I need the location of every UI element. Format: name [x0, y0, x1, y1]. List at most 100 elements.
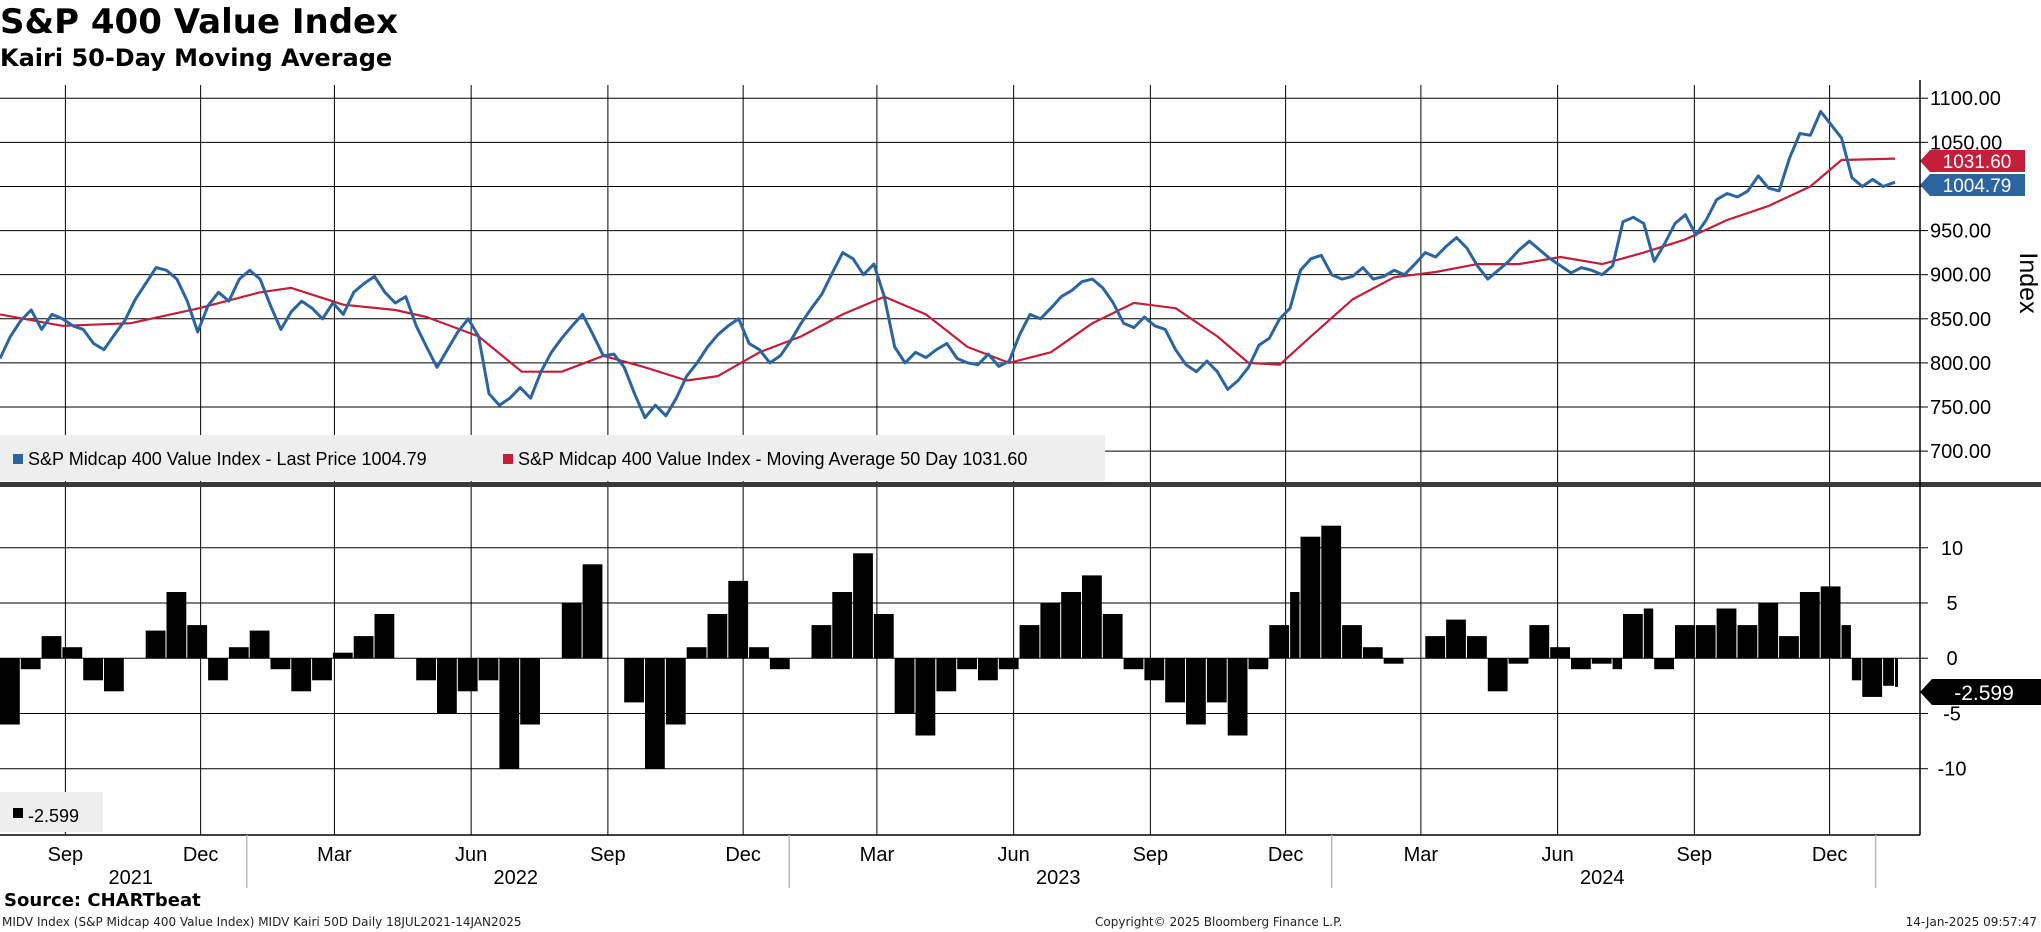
kairi-bar — [978, 658, 998, 681]
kairi-bar — [187, 625, 208, 659]
kairi-bar — [1550, 647, 1570, 659]
kairi-bar — [1019, 625, 1040, 659]
x-tick-label: Dec — [183, 844, 219, 866]
kairi-bar — [1446, 619, 1466, 659]
kairi-bar — [686, 647, 707, 659]
price-y-tick-label: 1100.00 — [1930, 88, 2001, 110]
price-last-label: 1031.60 — [1920, 150, 2025, 173]
kairi-last-value: -2.599 — [1954, 682, 2014, 705]
kairi-bar — [499, 658, 520, 769]
kairi-bar — [437, 658, 457, 714]
kairi-bar — [1383, 658, 1404, 664]
legend-item-kairi: -2.599 — [28, 806, 79, 826]
kairi-y-tick-label: -10 — [1938, 759, 1967, 781]
kairi-bar — [1248, 658, 1269, 670]
source-note: Source: CHARTbeat — [4, 890, 201, 911]
x-tick-label: Dec — [1268, 844, 1304, 866]
kairi-bar — [1425, 636, 1446, 659]
x-tick-label: Sep — [1133, 844, 1169, 866]
timestamp: 14-Jan-2025 09:57:47 — [1905, 915, 2037, 929]
x-tick-label: Sep — [590, 844, 626, 866]
kairi-bar — [83, 658, 103, 681]
kairi-bar — [624, 658, 644, 703]
chart-title: S&P 400 Value Index — [0, 2, 399, 42]
price-y-tick-label: 700.00 — [1930, 441, 1991, 463]
price-y-tick-label: 750.00 — [1930, 397, 1991, 419]
price-panel: 700.00750.00800.00850.00900.00950.001000… — [0, 85, 2041, 482]
kairi-bar — [1102, 614, 1123, 659]
kairi-bar — [166, 592, 187, 659]
price-y-tick-label: 1050.00 — [1930, 132, 2002, 154]
kairi-bar — [1591, 658, 1612, 664]
kairi-bar — [1799, 592, 1820, 659]
price-legend: S&P Midcap 400 Value Index - Last Price … — [0, 435, 1105, 481]
x-tick-label: Mar — [860, 844, 895, 866]
kairi-bar — [1144, 658, 1165, 681]
kairi-bar — [728, 580, 749, 659]
kairi-bar — [1269, 625, 1290, 659]
x-year-label: 2022 — [493, 867, 538, 889]
kairi-bar — [873, 614, 894, 659]
price-lines — [0, 110, 1896, 420]
kairi-bar — [1061, 592, 1081, 659]
kairi-bar — [1362, 647, 1383, 659]
price-y-axis: 700.00750.00800.00850.00900.00950.001000… — [1920, 88, 2002, 463]
kairi-bar — [1643, 608, 1654, 659]
kairi-bar — [457, 658, 478, 692]
x-tick-label: Dec — [725, 844, 761, 866]
kairi-bar — [1612, 658, 1622, 670]
legend-swatch-price — [13, 454, 23, 464]
x-year-label: 2024 — [1580, 867, 1625, 889]
kairi-bar — [1040, 603, 1061, 659]
x-tick-label: Mar — [317, 844, 352, 866]
price-last-value: 1004.79 — [1943, 176, 2012, 197]
kairi-bar — [561, 603, 582, 659]
kairi-bar — [1165, 658, 1185, 703]
kairi-bar — [1716, 608, 1737, 659]
kairi-bar — [1123, 658, 1144, 670]
kairi-bar — [1695, 625, 1716, 659]
kairi-bar — [416, 658, 436, 681]
kairi-bar — [332, 652, 353, 659]
kairi-bar — [749, 647, 769, 659]
kairi-bar — [478, 658, 499, 681]
kairi-bar — [1082, 575, 1102, 659]
kairi-bar — [1779, 636, 1799, 659]
kairi-y-tick-label: -5 — [1943, 703, 1961, 725]
kairi-bar — [1186, 658, 1206, 725]
x-tick-label: Jun — [455, 844, 487, 866]
kairi-bar — [1862, 658, 1883, 697]
kairi-bar — [1820, 586, 1841, 659]
panel-divider — [0, 482, 2041, 487]
kairi-bar — [811, 625, 832, 659]
kairi-bar — [1227, 658, 1248, 736]
kairi-bar — [353, 636, 374, 659]
kairi-bar — [228, 647, 249, 659]
legend-swatch-ma — [503, 454, 513, 464]
x-tick-label: Dec — [1812, 844, 1848, 866]
kairi-bar — [1206, 658, 1227, 703]
x-year-label: 2021 — [109, 867, 154, 889]
kairi-bar — [1841, 625, 1851, 659]
ma-last-value: 1031.60 — [1943, 152, 2012, 173]
price-last-price-label: 1004.79 — [1920, 174, 2025, 197]
price-grid — [0, 85, 1920, 482]
x-tick-label: Sep — [48, 844, 84, 866]
kairi-bar — [1883, 658, 1894, 686]
kairi-bar — [853, 553, 873, 659]
x-year-label: 2023 — [1036, 867, 1081, 889]
kairi-bar — [312, 658, 332, 681]
legend-item-price: S&P Midcap 400 Value Index - Last Price … — [28, 449, 427, 469]
kairi-bar — [1508, 658, 1529, 664]
kairi-bar — [645, 658, 665, 769]
legend-item-ma: S&P Midcap 400 Value Index - Moving Aver… — [518, 449, 1027, 469]
kairi-bar — [1675, 625, 1695, 659]
kairi-bar — [769, 658, 790, 670]
kairi-bar — [1300, 536, 1321, 659]
kairi-bar — [1758, 603, 1779, 659]
price-y-tick-label: 900.00 — [1930, 265, 1991, 287]
kairi-bars — [0, 525, 1898, 769]
kairi-bar — [1321, 525, 1342, 659]
kairi-bar — [1851, 658, 1862, 681]
price-y-tick-label: 800.00 — [1930, 353, 1991, 375]
